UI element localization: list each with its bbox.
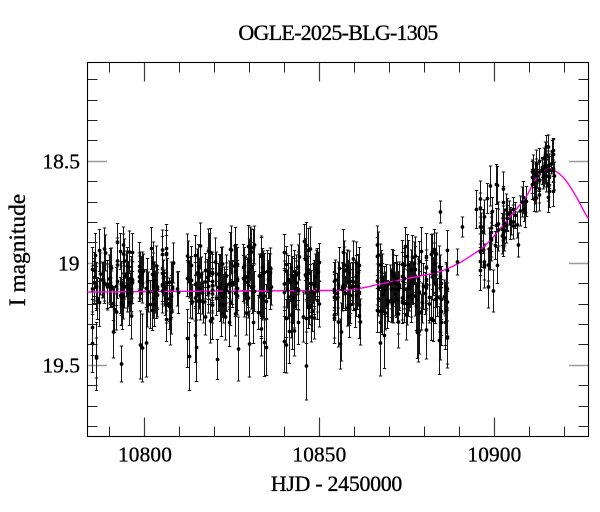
svg-text:OGLE-2025-BLG-1305: OGLE-2025-BLG-1305 [238, 20, 438, 45]
svg-text:18.5: 18.5 [42, 149, 80, 173]
svg-text:10900: 10900 [467, 443, 521, 467]
svg-text:10800: 10800 [118, 443, 172, 467]
svg-text:10850: 10850 [292, 443, 346, 467]
svg-text:19: 19 [58, 251, 80, 275]
svg-text:19.5: 19.5 [42, 353, 80, 377]
svg-text:I magnitude: I magnitude [5, 194, 31, 306]
svg-text:HJD - 2450000: HJD - 2450000 [271, 472, 403, 496]
